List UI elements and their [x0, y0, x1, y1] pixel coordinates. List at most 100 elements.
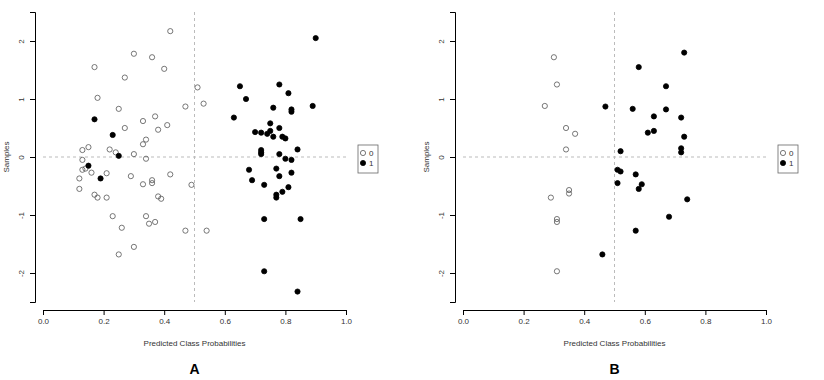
- x-tick-label: 0.8: [700, 317, 712, 326]
- plot-area: [43, 12, 346, 302]
- point: [298, 216, 303, 221]
- y-tick: 1: [437, 97, 455, 102]
- legend-box: [358, 145, 378, 173]
- point: [128, 174, 133, 179]
- point: [92, 65, 97, 70]
- point: [80, 167, 85, 172]
- x-tick: 0.8: [700, 310, 712, 326]
- point: [153, 114, 158, 119]
- point: [146, 221, 151, 226]
- point: [259, 150, 264, 155]
- y-axis-title: Samples: [422, 141, 431, 172]
- x-tick-label: 0.0: [38, 317, 50, 326]
- point: [295, 289, 300, 294]
- y-tick: -2: [437, 269, 455, 277]
- y-tick: 2: [17, 39, 35, 44]
- point: [77, 186, 82, 191]
- point: [262, 216, 267, 221]
- point: [159, 196, 164, 201]
- x-tick-label: 0.8: [280, 317, 292, 326]
- point: [122, 75, 127, 80]
- legend-box: [778, 145, 798, 173]
- point: [286, 91, 291, 96]
- x-axis-line: [464, 311, 767, 316]
- point: [89, 170, 94, 175]
- point: [162, 66, 167, 71]
- x-axis: 0.00.20.40.60.81.0: [38, 310, 353, 326]
- point: [682, 50, 687, 55]
- point: [679, 115, 684, 120]
- x-tick-mark: [346, 310, 347, 315]
- y-tick-label: 1: [17, 97, 26, 102]
- x-tick-label: 1.0: [341, 317, 353, 326]
- point: [246, 167, 251, 172]
- point: [666, 214, 671, 219]
- y-tick-label: 0: [437, 155, 446, 160]
- x-tick: 0.4: [159, 310, 171, 326]
- x-tick: 0.0: [38, 310, 50, 326]
- legend-label: 1: [369, 159, 374, 168]
- point: [600, 252, 605, 257]
- point: [110, 132, 115, 137]
- point: [636, 186, 641, 191]
- y-tick-mark: [450, 273, 455, 274]
- point: [143, 214, 148, 219]
- x-axis-line: [44, 311, 347, 316]
- x-tick-mark: [705, 310, 706, 315]
- y-tick-label: -1: [17, 211, 26, 219]
- point: [116, 153, 121, 158]
- legend-label: 0: [789, 149, 794, 158]
- point: [77, 176, 82, 181]
- point: [107, 147, 112, 152]
- point: [80, 147, 85, 152]
- point: [271, 105, 276, 110]
- point: [286, 185, 291, 190]
- y-tick-label: 2: [17, 39, 26, 44]
- x-tick-label: 0.4: [579, 317, 591, 326]
- point: [280, 189, 285, 194]
- point: [95, 95, 100, 100]
- y-tick: -1: [17, 211, 35, 219]
- legend-marker: [780, 150, 785, 155]
- point: [265, 131, 270, 136]
- x-tick-mark: [766, 310, 767, 315]
- point: [86, 145, 91, 150]
- x-tick-mark: [645, 310, 646, 315]
- point: [189, 182, 194, 187]
- point: [243, 96, 248, 101]
- point: [295, 147, 300, 152]
- figure: 0.00.20.40.60.81.0-2-1012Predicted Class…: [0, 0, 824, 380]
- x-tick: 1.0: [341, 310, 353, 326]
- point: [633, 172, 638, 177]
- legend-marker: [360, 150, 365, 155]
- y-tick-mark: [30, 215, 35, 216]
- panel-label: B: [609, 361, 619, 377]
- x-axis-title: Predicted Class Probabilities: [144, 339, 246, 348]
- point: [195, 85, 200, 90]
- legend: 01: [358, 145, 378, 173]
- point: [183, 104, 188, 109]
- point: [554, 219, 559, 224]
- point: [277, 125, 282, 130]
- legend-marker: [780, 160, 785, 165]
- point: [679, 150, 684, 155]
- point: [289, 170, 294, 175]
- y-axis: -2-1012: [437, 13, 456, 303]
- y-tick-mark: [30, 99, 35, 100]
- point: [630, 106, 635, 111]
- y-axis-line: [30, 13, 36, 303]
- x-tick-mark: [225, 310, 226, 315]
- y-tick-mark: [450, 99, 455, 100]
- point: [92, 192, 97, 197]
- point: [237, 84, 242, 89]
- x-tick-label: 1.0: [761, 317, 773, 326]
- x-tick-mark: [285, 310, 286, 315]
- point: [116, 106, 121, 111]
- series: [86, 36, 318, 295]
- point: [554, 269, 559, 274]
- x-tick: 0.8: [280, 310, 292, 326]
- reference-line: [43, 157, 346, 158]
- y-tick-label: -1: [437, 211, 446, 219]
- y-axis-title: Samples: [2, 141, 11, 172]
- y-tick-mark: [30, 273, 35, 274]
